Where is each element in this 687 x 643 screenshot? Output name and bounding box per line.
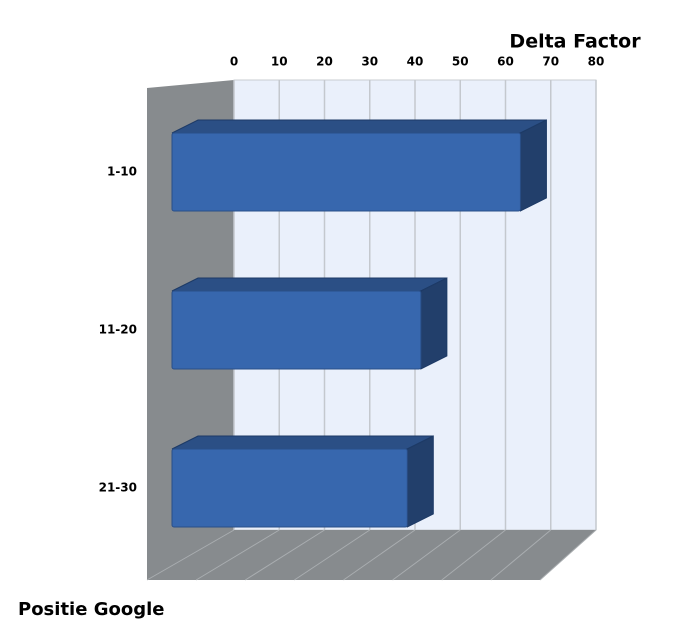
y-tick-label: 21-30 bbox=[99, 481, 137, 495]
floor-grid-line bbox=[343, 529, 416, 581]
bar-top bbox=[171, 119, 547, 134]
y-tick-label: 1-10 bbox=[107, 165, 137, 179]
x-tick-label: 60 bbox=[497, 55, 514, 69]
bar-top bbox=[171, 435, 434, 450]
x-tick-label: 10 bbox=[271, 55, 288, 69]
x-tick-label: 70 bbox=[542, 55, 559, 69]
floor-grid-line bbox=[392, 529, 461, 581]
x-tick-label: 30 bbox=[361, 55, 378, 69]
bar-front bbox=[171, 290, 422, 370]
x-tick-label: 20 bbox=[316, 55, 333, 69]
floor-grid-line bbox=[539, 529, 597, 581]
x-tick-label: 0 bbox=[230, 55, 238, 69]
bar-end bbox=[519, 119, 547, 212]
bar-end bbox=[420, 277, 448, 370]
bar bbox=[171, 435, 434, 528]
y-axis-title: Positie Google bbox=[18, 599, 164, 620]
x-axis-title: Delta Factor bbox=[509, 31, 641, 53]
bar-top bbox=[171, 277, 448, 292]
floor-grid-line bbox=[490, 529, 552, 581]
x-tick-label: 80 bbox=[588, 55, 605, 69]
bar-front bbox=[171, 448, 408, 528]
bar bbox=[171, 277, 448, 370]
bar-front bbox=[171, 132, 521, 212]
floor-grid-line bbox=[441, 529, 506, 581]
x-tick-label: 50 bbox=[452, 55, 469, 69]
floor-grid-line bbox=[294, 529, 371, 581]
bar-end bbox=[406, 435, 434, 528]
floor-grid-line bbox=[195, 529, 280, 581]
bar bbox=[171, 119, 547, 212]
floor-grid-line bbox=[244, 529, 325, 581]
y-tick-label: 11-20 bbox=[99, 323, 137, 337]
floor-grid-line bbox=[146, 529, 235, 581]
x-tick-label: 40 bbox=[407, 55, 424, 69]
